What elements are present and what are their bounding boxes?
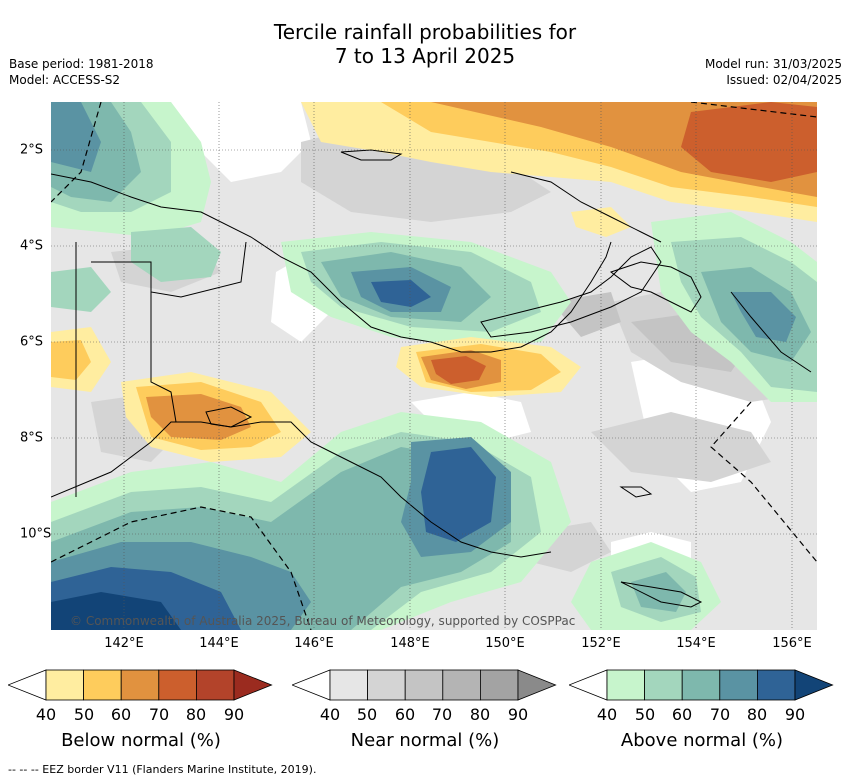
map-title: Tercile rainfall probabilities for 7 to … — [0, 20, 850, 68]
colorbar-segment — [404, 669, 444, 701]
colorbar-title-near: Near normal (%) — [350, 730, 500, 751]
lon-label-150: 150°E — [485, 636, 525, 651]
colorbar-near-normal — [292, 669, 557, 701]
colorbar-segment — [606, 669, 645, 701]
colorbar-segment — [195, 669, 235, 701]
colorbar-segment — [681, 669, 721, 701]
lat-label-6s: 6°S — [20, 334, 44, 350]
lon-label-146: 146°E — [294, 636, 334, 651]
lon-label-142: 142°E — [104, 636, 144, 651]
graticule — [51, 102, 817, 630]
coastlines — [51, 149, 812, 608]
borders — [75, 241, 247, 497]
colorbar-title-below: Below normal (%) — [61, 730, 221, 751]
below-normal-central — [396, 337, 581, 397]
colorbar-title-above: Above normal (%) — [620, 730, 784, 751]
title-line-2: 7 to 13 April 2025 — [334, 44, 516, 68]
cb1-tick-60: 60 — [394, 705, 416, 724]
lat-label-10s: 10°S — [20, 526, 52, 542]
colorbar-segment — [719, 669, 758, 701]
lon-label-154: 154°E — [676, 636, 716, 651]
cb2-tick-90: 90 — [784, 705, 806, 724]
lon-label-156: 156°E — [772, 636, 812, 651]
above-normal-central — [281, 232, 571, 347]
lat-label-8s: 8°S — [20, 430, 44, 446]
model-name: Model: ACCESS-S2 — [9, 73, 121, 87]
colorbar-under-triangle — [292, 669, 331, 701]
cb1-tick-80: 80 — [469, 705, 491, 724]
issued-date: Issued: 02/04/2025 — [726, 73, 842, 87]
cb1-tick-90: 90 — [507, 705, 529, 724]
colorbar-segment — [479, 669, 519, 701]
rainfall-map — [51, 102, 817, 630]
colorbar-over-triangle — [517, 669, 557, 701]
lat-label-4s: 4°S — [20, 238, 44, 254]
lon-label-152: 152°E — [581, 636, 621, 651]
colorbar-segment — [120, 669, 160, 701]
colorbar-segment — [329, 669, 368, 701]
colorbar-over-triangle — [233, 669, 273, 701]
model-run: Model run: 31/03/2025 — [704, 57, 842, 71]
lat-label-2s: 2°S — [20, 142, 44, 158]
base-period: Base period: 1981-2018 — [9, 57, 154, 71]
lon-label-144: 144°E — [199, 636, 239, 651]
cb1-tick-40: 40 — [319, 705, 341, 724]
colorbar-under-triangle — [569, 669, 608, 701]
cb1-tick-50: 50 — [356, 705, 378, 724]
cb0-tick-50: 50 — [73, 705, 95, 724]
cb0-tick-60: 60 — [110, 705, 132, 724]
colorbar-segment — [756, 669, 796, 701]
lon-label-148: 148°E — [390, 636, 430, 651]
below-normal-north — [301, 102, 817, 237]
above-normal-east — [651, 212, 817, 402]
cb2-tick-50: 50 — [634, 705, 656, 724]
colorbar-segment — [45, 669, 84, 701]
colorbar-below-normal — [8, 669, 273, 701]
eez-borders — [51, 102, 817, 630]
cb2-tick-60: 60 — [671, 705, 693, 724]
meta-right: Model run: 31/03/2025 Issued: 02/04/2025 — [705, 56, 842, 88]
cb2-tick-40: 40 — [596, 705, 618, 724]
colorbar-above-normal — [569, 669, 834, 701]
colorbar-under-triangle — [8, 669, 47, 701]
colorbar-segment — [367, 669, 406, 701]
colorbar-segment — [442, 669, 481, 701]
colorbar-segment — [158, 669, 197, 701]
cb1-tick-70: 70 — [431, 705, 453, 724]
colorbar-segment — [83, 669, 122, 701]
meta-left: Base period: 1981-2018 Model: ACCESS-S2 — [9, 56, 154, 88]
cb2-tick-80: 80 — [746, 705, 768, 724]
copyright-notice: © Commonwealth of Australia 2025, Bureau… — [70, 614, 576, 628]
colorbar-over-triangle — [794, 669, 834, 701]
title-line-1: Tercile rainfall probabilities for — [273, 20, 577, 44]
cb2-tick-70: 70 — [709, 705, 731, 724]
cb0-tick-40: 40 — [35, 705, 57, 724]
cb0-tick-90: 90 — [223, 705, 245, 724]
cb0-tick-70: 70 — [148, 705, 170, 724]
colorbar-segment — [644, 669, 683, 701]
eez-footer-note: -- -- -- EEZ border V11 (Flanders Marine… — [8, 763, 317, 776]
below-normal-west — [51, 327, 311, 462]
above-normal-south — [51, 412, 721, 630]
cb0-tick-80: 80 — [185, 705, 207, 724]
